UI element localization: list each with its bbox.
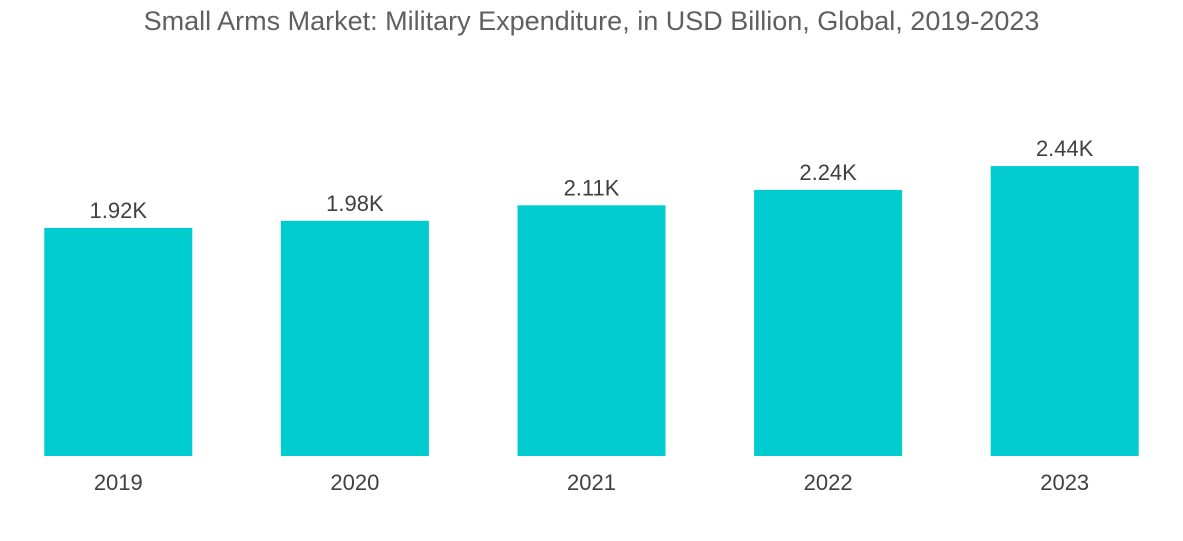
bar-2020 (280, 220, 429, 456)
x-tick-label-2020: 2020 (330, 470, 379, 495)
x-tick-label-2021: 2021 (567, 470, 616, 495)
data-label-2020: 1.98K (326, 191, 384, 216)
bar-2023 (990, 166, 1139, 456)
bar-2019 (44, 227, 193, 456)
data-label-2021: 2.11K (564, 175, 620, 200)
x-tick-label-2023: 2023 (1040, 470, 1089, 495)
bar-2022 (754, 189, 903, 456)
bars-layer (44, 166, 1139, 456)
x-tick-label-2019: 2019 (94, 470, 143, 495)
data-label-2022: 2.24K (799, 160, 857, 185)
x-tick-label-2022: 2022 (804, 470, 853, 495)
x-axis-tick-labels: 2019 2020 2021 2022 2023 (94, 470, 1089, 495)
chart-title: Small Arms Market: Military Expenditure,… (143, 6, 1040, 36)
value-labels-layer: 1.92K 1.98K 2.11K 2.24K 2.44K (90, 136, 1094, 223)
bar-2021 (517, 205, 666, 456)
data-label-2023: 2.44K (1036, 136, 1094, 161)
data-label-2019: 1.92K (90, 198, 148, 223)
